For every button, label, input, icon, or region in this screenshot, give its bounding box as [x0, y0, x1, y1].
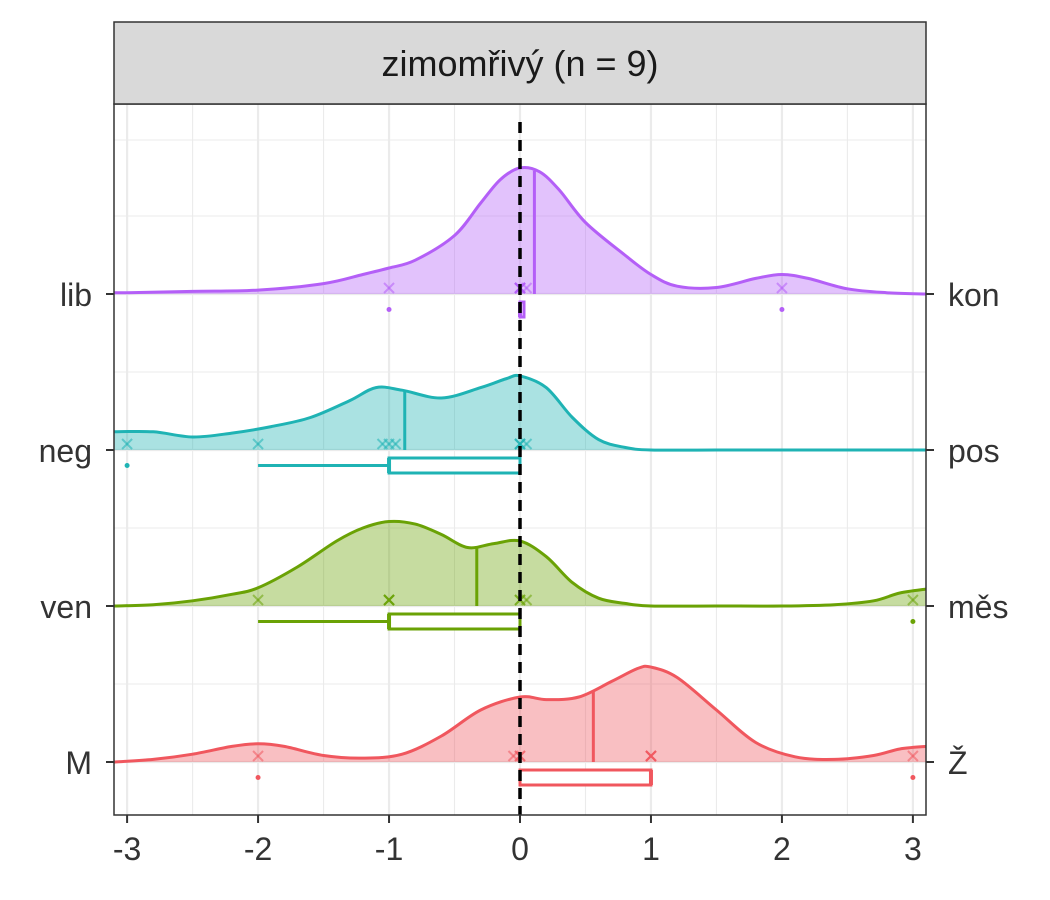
- facet-strip: zimomřivý (n = 9): [113, 21, 927, 105]
- boxplot: [258, 612, 916, 631]
- x-tick-label: 0: [511, 831, 529, 867]
- point-stroke: [645, 750, 657, 762]
- point-stroke: [252, 594, 264, 606]
- box-iqr: [387, 456, 522, 475]
- x-tick-label: 1: [642, 831, 660, 867]
- point-stroke: [520, 438, 533, 450]
- outlier-point: [255, 775, 261, 780]
- data-point-marker: [252, 438, 264, 450]
- x-tick-label: -2: [244, 831, 272, 867]
- density-line: [113, 165, 927, 296]
- point-stroke: [383, 282, 395, 294]
- point-stroke: [520, 594, 533, 606]
- data-point-marker: [776, 282, 788, 294]
- facet-strip-background: [113, 21, 927, 105]
- axis-layer: -3 -2 -1 0 1 2 3 lib kon neg pos ven měs M Ž: [39, 277, 1009, 867]
- data-point-marker: [520, 594, 533, 606]
- data-point-marker: [252, 750, 264, 762]
- data-point-marker: [389, 438, 402, 450]
- point-stroke: [383, 594, 395, 606]
- box-iqr: [518, 768, 653, 787]
- boxplot: [124, 456, 522, 475]
- data-point-marker: [383, 594, 395, 606]
- data-point-marker: [520, 438, 533, 450]
- y-left-label: ven: [40, 589, 92, 625]
- series-M-Ž: [113, 664, 927, 787]
- point-stroke: [121, 438, 133, 450]
- outlier-point: [124, 463, 130, 468]
- outlier-point: [386, 307, 392, 312]
- point-stroke: [907, 594, 919, 606]
- data-point-marker: [121, 438, 133, 450]
- density-area: [114, 666, 926, 762]
- x-tick-label: -3: [113, 831, 141, 867]
- data-point-marker: [520, 282, 533, 294]
- x-tick-label: 3: [904, 831, 922, 867]
- density-line: [113, 519, 927, 608]
- point-stroke: [907, 750, 919, 762]
- data-point-marker: [383, 282, 395, 294]
- data-point-marker: [907, 750, 919, 762]
- outlier-point: [910, 619, 916, 624]
- outlier-point: [910, 775, 916, 780]
- point-stroke: [776, 282, 788, 294]
- data-point-marker: [645, 750, 657, 762]
- y-left-label: lib: [60, 277, 92, 313]
- y-right-label: měs: [948, 589, 1008, 625]
- point-stroke: [389, 438, 402, 450]
- x-tick-label: 2: [773, 831, 791, 867]
- y-right-label: pos: [948, 433, 1000, 469]
- density-line: [113, 664, 927, 764]
- y-right-label: kon: [948, 277, 1000, 313]
- x-tick-label: -1: [375, 831, 403, 867]
- outlier-point: [779, 307, 785, 312]
- facet-strip-title: zimomřivý (n = 9): [381, 43, 658, 84]
- y-left-label: neg: [39, 433, 92, 469]
- density-line: [113, 373, 926, 452]
- point-stroke: [520, 282, 533, 294]
- data-point-marker: [252, 594, 264, 606]
- box-iqr: [387, 612, 522, 631]
- data-point-marker: [907, 594, 919, 606]
- point-stroke: [252, 438, 264, 450]
- y-right-label: Ž: [948, 745, 968, 781]
- y-left-label: M: [65, 745, 92, 781]
- point-stroke: [252, 750, 264, 762]
